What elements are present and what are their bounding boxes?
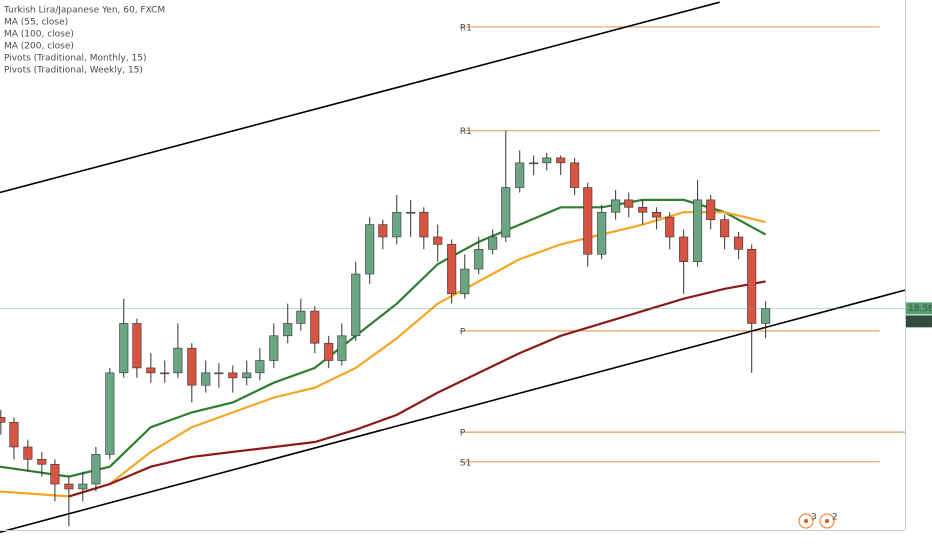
candle-body [132,323,142,369]
event-count: 3 [811,513,817,523]
candle-body [761,308,771,324]
event-dot [825,519,829,523]
legend-entry: Pivots (Traditional, Monthly, 15) [4,54,146,64]
pivot-label: R1 [460,23,472,33]
candle-body [324,342,334,361]
countdown-box [906,315,932,328]
candle-body [228,372,238,379]
candle-body [406,211,416,214]
candle-body [337,335,347,361]
trendline [0,289,906,533]
pivot-label: S1 [460,458,471,468]
candle-body [597,211,607,255]
legend-entry: Pivots (Traditional, Weekly, 15) [4,66,143,76]
candle-body [734,236,744,250]
candle-body [392,211,402,238]
last-price-label: 18.561 [908,304,932,314]
candle-body [529,162,539,165]
candle-body [515,162,525,188]
candle-body [269,335,279,361]
candle-body [173,347,183,374]
candle-body [365,224,375,275]
candle-body [624,199,634,208]
candle-body [419,211,429,238]
chart-title: Turkish Lira/Japanese Yen, 60, FXCM [3,6,165,16]
candle-body [187,347,197,386]
candle-body [720,219,730,238]
candle-body [570,162,580,188]
candle-body [583,187,593,255]
candle-body [638,207,648,213]
candle-body [378,224,388,238]
axes: 18.561 11:14 [0,0,932,531]
candle-body [433,236,443,245]
candle-body [679,236,689,262]
candle-body [488,236,498,250]
plot-area: R1 P R1 P S1 3 2 [0,1,906,533]
candle-body [105,372,115,455]
candle-body [611,199,621,213]
pivot-label: P [460,327,466,337]
legend-entry: MA (100, close) [4,30,74,40]
candle-body [146,367,156,374]
candle-body [201,372,211,386]
legend: Turkish Lira/Japanese Yen, 60, FXCM MA (… [3,6,165,76]
legend-entry: MA (200, close) [4,42,74,52]
pivot-label: R1 [460,127,472,137]
candle-body [64,483,74,490]
candle-body [460,268,470,295]
candle-body [310,310,320,344]
candle-body [119,323,129,374]
pivot-label: P [460,429,466,439]
candle-body [665,216,675,238]
candle-body [351,273,361,337]
candle-body [652,211,662,218]
candle-body [23,446,33,460]
candle-body [91,454,101,485]
candle-body [693,199,703,262]
event-count: 2 [832,513,838,523]
candle-body [556,157,566,164]
candle-body [255,360,265,374]
candle-body [296,310,306,324]
candle-body [37,459,47,465]
moving-average [68,280,766,498]
candle-body [474,249,484,270]
candle-body [160,372,170,375]
candle-body [242,372,252,379]
candle-body [747,249,757,324]
candle-body [78,483,88,490]
candle-body [0,417,6,423]
trendline [0,1,720,194]
candle-body [447,244,457,295]
candle-body [501,187,511,238]
candle-body [283,323,293,337]
candle-body [9,421,19,448]
last-price-box [906,302,932,315]
countdown-label: 11:14 [910,317,932,327]
candle-body [214,372,224,375]
legend-entry: MA (55, close) [4,18,68,28]
candle-body [50,463,60,485]
event-dot [804,519,808,523]
candle-body [706,199,716,220]
candle-body [542,157,552,164]
